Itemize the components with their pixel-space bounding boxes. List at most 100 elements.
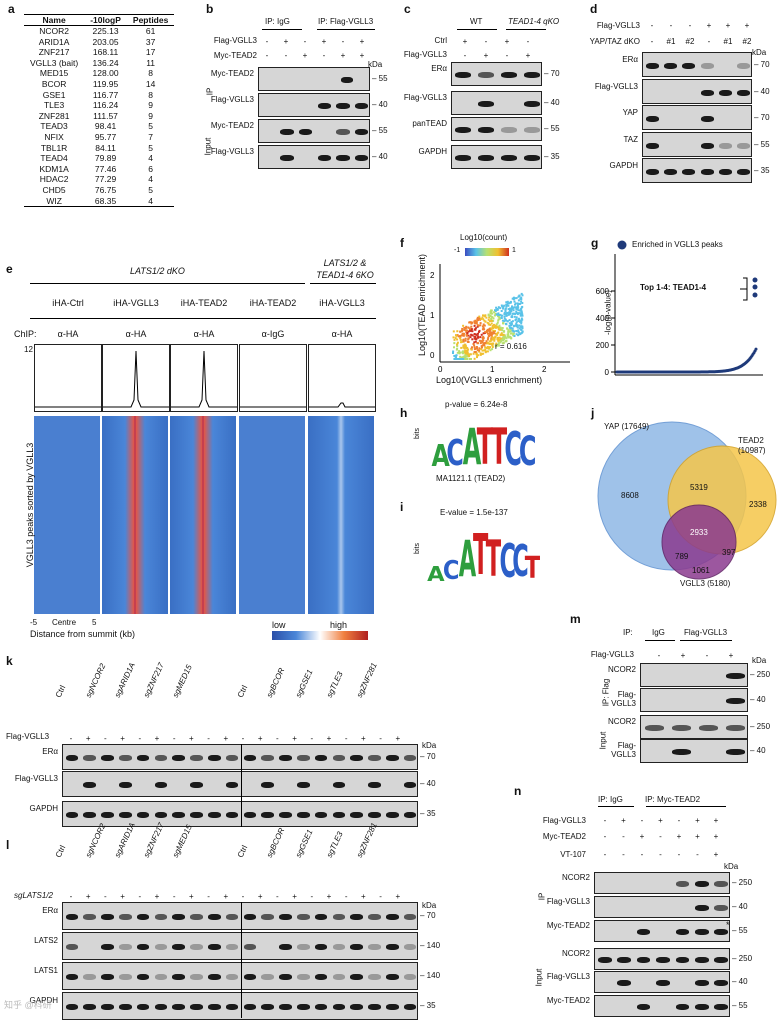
scatter-point — [460, 346, 463, 349]
band — [314, 944, 328, 950]
scatter-point — [476, 318, 479, 320]
scatter-point — [454, 358, 457, 360]
scatter-point — [494, 310, 497, 313]
band — [726, 698, 745, 704]
scatter-point — [489, 320, 491, 323]
column-label: sgZNF217 — [141, 661, 166, 699]
scatter-point — [509, 328, 512, 331]
band — [645, 62, 659, 69]
band — [190, 782, 203, 788]
e-x-left: -5 — [30, 618, 38, 627]
table-cell: BCOR — [41, 78, 67, 89]
kda-marker: – 40 — [750, 695, 766, 704]
column-label: sgBCOR — [264, 826, 287, 859]
blot-label: GAPDH — [609, 160, 638, 170]
blot-label: Flag-VGLL3 — [594, 81, 638, 91]
g-ytick: 200 — [596, 341, 610, 350]
scatter-point — [498, 344, 500, 347]
scatter-point — [500, 327, 503, 330]
band — [523, 127, 540, 133]
profile-plot — [102, 344, 170, 412]
n-row1: Flag-VGLL3 — [542, 816, 586, 825]
c-ko: TEAD1-4 qKO — [508, 17, 560, 26]
scatter-point — [473, 344, 476, 347]
scatter-point — [462, 355, 465, 358]
kda-marker: – 40 — [372, 152, 388, 161]
scatter-point — [484, 331, 487, 334]
band — [65, 1004, 79, 1010]
band — [386, 914, 399, 920]
scatter-point — [506, 320, 509, 323]
table-row: NCOR2 225.13 61 — [24, 26, 174, 37]
band — [455, 72, 472, 78]
scatter-point — [495, 342, 498, 345]
j-n397: 397 — [722, 548, 736, 557]
scatter-point — [478, 339, 481, 342]
scatter-point — [517, 312, 520, 315]
scatter-point — [499, 339, 502, 342]
sign: - — [705, 651, 709, 660]
band — [297, 944, 310, 950]
scatter-point — [491, 332, 494, 335]
blot-label: ERα — [622, 54, 638, 64]
f-ylabel: Log10(TEAD enrichment) — [417, 253, 427, 357]
scatter-point — [517, 309, 520, 312]
kda-marker: – 70 — [420, 752, 436, 761]
band — [700, 142, 714, 149]
band — [403, 944, 417, 950]
band — [154, 812, 168, 818]
scatter-point — [508, 326, 511, 329]
band — [261, 782, 274, 788]
scatter-point — [520, 296, 523, 299]
chip-antibody: α-HA — [193, 329, 215, 339]
table-cell: 5 — [148, 142, 153, 153]
scatter-point — [477, 354, 480, 357]
scatter-point — [489, 312, 492, 315]
scatter-point — [495, 313, 498, 316]
table-cell: TEAD4 — [40, 153, 68, 164]
scatter-point — [468, 321, 471, 324]
scatter-point — [471, 338, 474, 341]
scatter-point — [504, 309, 507, 312]
table-cell: WIZ — [24, 195, 85, 208]
band — [190, 914, 203, 920]
scatter-point — [518, 294, 521, 297]
blot-image — [642, 52, 752, 77]
column-label: Ctrl — [235, 843, 250, 859]
scatter-point — [468, 358, 471, 360]
band — [225, 755, 239, 761]
band — [664, 62, 677, 69]
scatter-point — [479, 342, 482, 345]
table-row: TEAD4 79.89 4 — [24, 153, 174, 164]
scatter-point — [474, 338, 477, 341]
scatter-point — [506, 302, 509, 305]
sign: #1 — [723, 37, 733, 46]
band — [341, 77, 353, 83]
band — [297, 755, 310, 761]
band — [403, 782, 417, 788]
scatter-point — [458, 350, 461, 353]
band — [368, 782, 381, 788]
f-scatter: 0 1 2 0 1 2 — [430, 264, 570, 374]
heatmap — [102, 416, 168, 614]
scatter-point — [513, 315, 516, 318]
scatter-point — [482, 314, 485, 317]
condition-label: iHA-VGLL3 — [113, 298, 159, 308]
scatter-point — [490, 319, 493, 322]
band — [172, 755, 185, 761]
band — [225, 974, 239, 980]
band — [154, 914, 168, 920]
scatter-point — [471, 334, 474, 337]
scatter-point — [501, 314, 504, 317]
scatter-point — [467, 330, 470, 333]
scatter-point — [485, 329, 488, 332]
scatter-point — [481, 341, 484, 344]
blot-label: GAPDH — [418, 147, 447, 156]
scatter-point — [478, 350, 481, 353]
scatter-point — [513, 300, 516, 303]
scatter-point — [484, 320, 487, 323]
band — [190, 944, 203, 950]
sign: - — [265, 51, 269, 60]
scatter-point — [464, 354, 467, 357]
scatter-point — [494, 330, 496, 332]
